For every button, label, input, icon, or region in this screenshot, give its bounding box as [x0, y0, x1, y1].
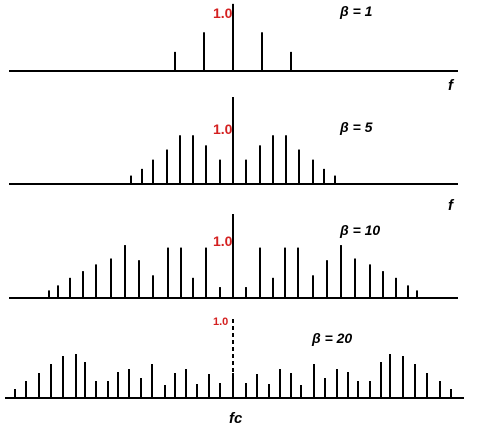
panel-1-beta-label: β = 1	[339, 3, 373, 19]
panel-1-ref-label: 1.0	[213, 5, 233, 21]
panel-2-beta-label: β = 5	[339, 119, 373, 135]
panel-2-axis-label: f	[448, 197, 455, 214]
panel-4-beta-label: β = 20	[311, 330, 352, 346]
panel-3-beta-label: β = 10	[339, 222, 380, 238]
panel-4-ref-label: 1.0	[213, 316, 228, 328]
panel-1-axis-label: f	[448, 77, 455, 94]
panel-2-ref-label: 1.0	[213, 121, 233, 137]
panel-4-axis-label: fc	[229, 410, 243, 427]
panel-3-ref-label: 1.0	[213, 233, 233, 249]
